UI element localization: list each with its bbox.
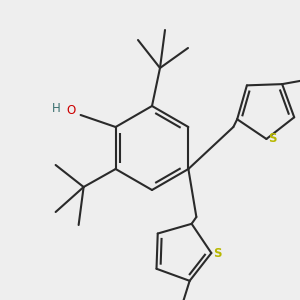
Text: O: O [66, 104, 75, 118]
Text: S: S [268, 133, 277, 146]
Text: S: S [213, 247, 222, 260]
Text: H: H [52, 103, 61, 116]
